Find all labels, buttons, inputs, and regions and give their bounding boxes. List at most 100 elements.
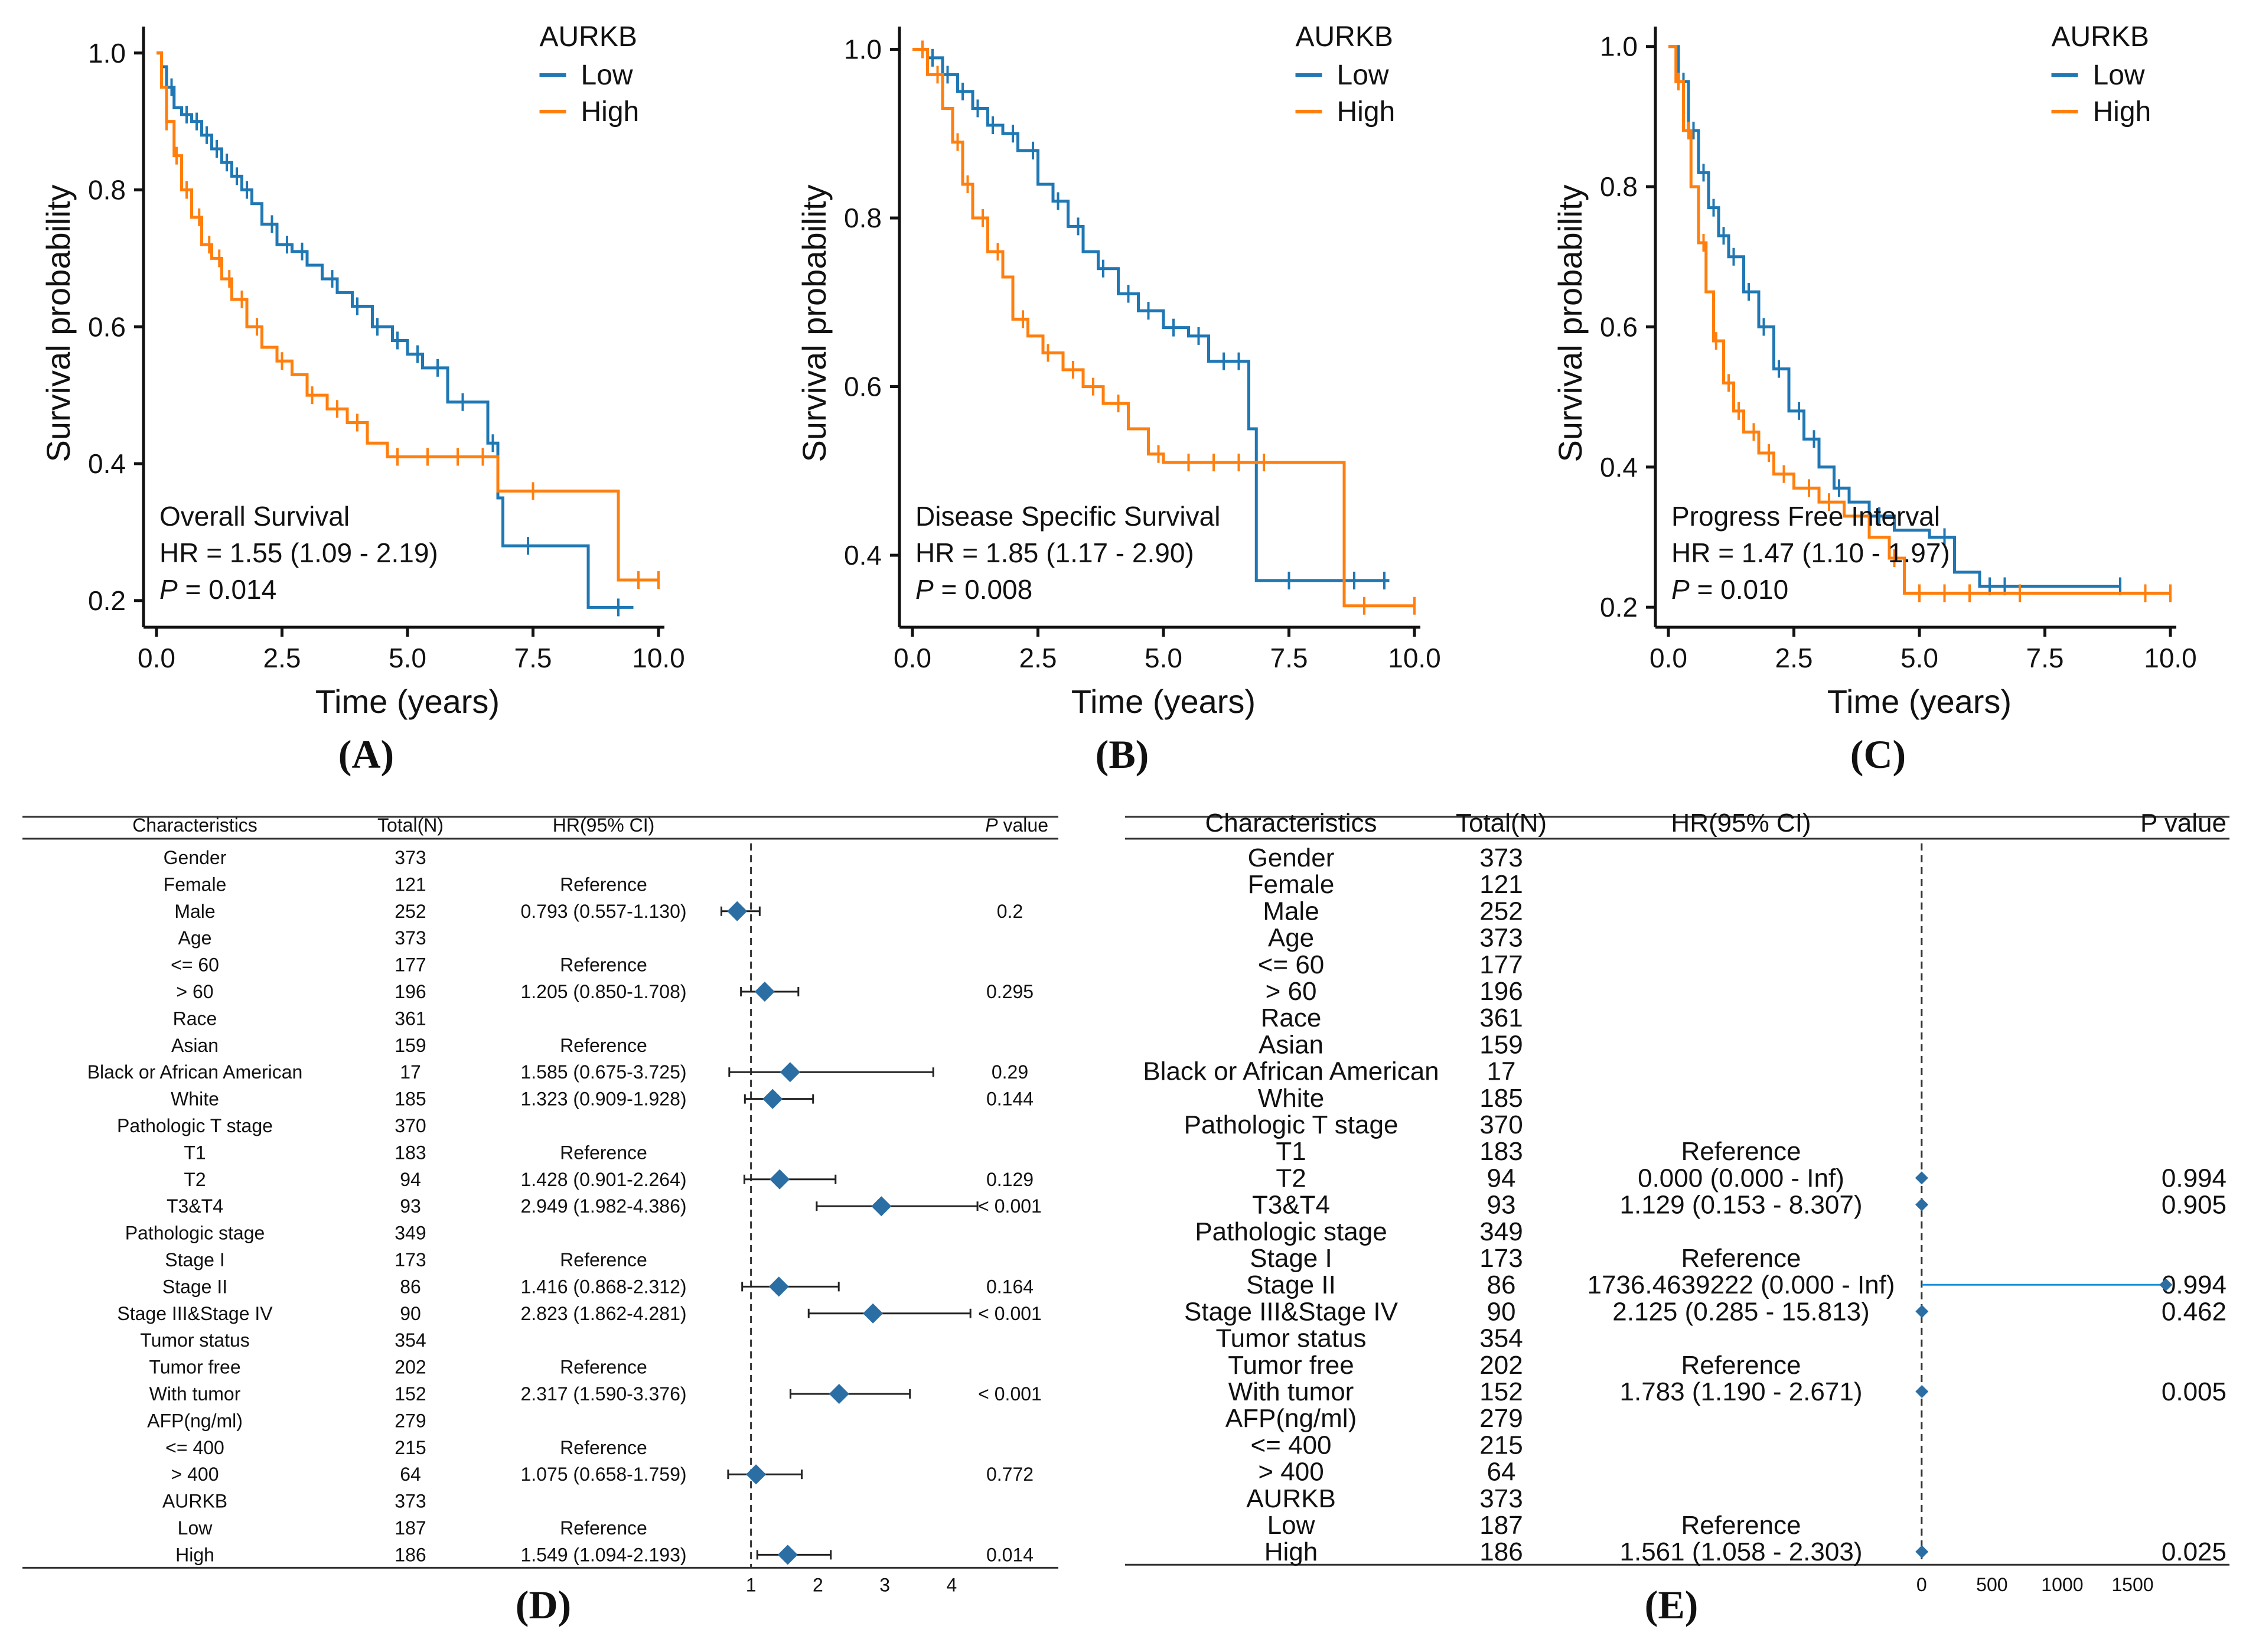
y-tick-label: 0.4 [88, 448, 126, 479]
row-label: Gender [1248, 843, 1335, 872]
row-hr: 1.585 (0.675-3.725) [520, 1061, 686, 1083]
row-label: Gender [164, 847, 227, 868]
row-total: 17 [400, 1061, 421, 1083]
row-total: 177 [1479, 950, 1523, 979]
legend-label-high: High [581, 96, 640, 128]
hr-marker [727, 901, 748, 921]
row-p-value: < 0.001 [978, 1303, 1042, 1324]
y-tick-label: 0.2 [88, 585, 126, 616]
row-total: 252 [395, 901, 426, 922]
annotation-p-value: P = 0.008 [915, 574, 1032, 605]
row-hr: Reference [560, 1142, 647, 1163]
row-total: 370 [395, 1115, 426, 1136]
row-total: 202 [1479, 1351, 1523, 1380]
row-hr: Reference [560, 954, 647, 976]
y-tick-label: 1.0 [844, 34, 882, 65]
row-total: 183 [395, 1142, 426, 1163]
x-tick-label: 0.0 [1650, 643, 1687, 673]
forest-x-tick-label: 500 [1976, 1574, 2007, 1595]
annotation-hr: HR = 1.85 (1.17 - 2.90) [915, 537, 1194, 568]
x-axis-label: Time (years) [1071, 683, 1256, 720]
hr-marker [863, 1303, 884, 1324]
row-total: 373 [1479, 924, 1523, 953]
p-value-text: = 0.008 [934, 574, 1033, 605]
row-total: 361 [395, 1008, 426, 1029]
y-axis-label: Survival probability [796, 185, 833, 462]
forest-plot-multivariate: Characteristics Total(N) HR(95% CI) P value… [1125, 809, 2229, 1627]
legend-title: AURKB [1296, 21, 1393, 53]
panel-label: (E) [1645, 1582, 1699, 1627]
row-total: 93 [400, 1195, 421, 1217]
km-plot-progress-free-interval: 0.2 0.4 0.6 0.8 1.0 0.0 2.5 5.0 7.5 10.0 Time (yea… [1551, 21, 2197, 777]
row-total: 215 [1479, 1431, 1523, 1459]
row-total: 186 [395, 1544, 426, 1565]
forest-x-tick-label: 4 [946, 1574, 957, 1595]
x-tick-label: 0.0 [894, 643, 931, 673]
y-tick-label: 0.8 [844, 203, 882, 233]
x-tick-label: 10.0 [2144, 643, 2197, 673]
row-total: 349 [395, 1223, 426, 1244]
row-label: > 400 [171, 1464, 219, 1485]
row-label: T2 [1276, 1164, 1306, 1192]
legend-title: AURKB [540, 21, 637, 53]
row-hr: Reference [1681, 1137, 1801, 1166]
x-tick-label: 2.5 [1775, 643, 1813, 673]
row-label: AURKB [1246, 1484, 1336, 1513]
x-tick-label: 7.5 [514, 643, 552, 673]
forest-x-tick-label: 1000 [2041, 1574, 2083, 1595]
forest-x-tick-label: 3 [879, 1574, 890, 1595]
row-total: 93 [1487, 1191, 1516, 1220]
row-label: > 60 [1266, 977, 1317, 1006]
x-axis-label: Time (years) [315, 683, 500, 720]
row-p-value: < 0.001 [978, 1195, 1042, 1217]
row-total: 187 [1479, 1511, 1523, 1540]
row-p-value: 0.462 [2162, 1297, 2227, 1326]
header-hr: HR(95% CI) [553, 814, 654, 836]
row-hr: 2.125 (0.285 - 15.813) [1612, 1297, 1869, 1326]
row-p-value: 0.014 [986, 1544, 1034, 1565]
legend-label-low: Low [2093, 60, 2145, 91]
row-total: 173 [395, 1249, 426, 1270]
x-tick-label: 10.0 [1388, 643, 1441, 673]
header-total: Total(N) [1456, 809, 1547, 838]
row-p-value: 0.005 [2162, 1377, 2227, 1406]
row-total: 177 [395, 954, 426, 976]
row-label: Male [1263, 897, 1319, 926]
x-tick-label: 2.5 [1019, 643, 1057, 673]
row-label: Pathologic stage [1195, 1217, 1387, 1246]
km-plot-disease-specific-survival: 0.4 0.6 0.8 1.0 0.0 2.5 5.0 7.5 10.0 Time (years)… [796, 21, 1441, 777]
row-label: Asian [1259, 1030, 1324, 1059]
hr-marker [1915, 1545, 1929, 1559]
y-tick-label: 0.6 [844, 372, 882, 402]
row-label: White [1258, 1084, 1324, 1113]
hr-marker [768, 1276, 789, 1297]
row-p-value: 0.994 [2162, 1164, 2227, 1192]
row-hr: Reference [560, 1517, 647, 1539]
panel-label: (C) [1850, 732, 1906, 777]
x-tick-label: 5.0 [389, 643, 426, 673]
row-label: Pathologic stage [125, 1223, 265, 1244]
row-total: 86 [400, 1276, 421, 1297]
legend-title: AURKB [2052, 21, 2149, 53]
y-tick-label: 0.6 [88, 311, 126, 342]
x-tick-label: 10.0 [632, 643, 685, 673]
annotation-title: Disease Specific Survival [915, 501, 1220, 532]
row-hr: Reference [560, 874, 647, 895]
row-label: High [1264, 1537, 1318, 1566]
p-italic: P [985, 814, 998, 836]
p-header-text: P value [2140, 809, 2227, 838]
row-total: 183 [1479, 1137, 1523, 1166]
row-label: Asian [171, 1035, 219, 1056]
row-label: AFP(ng/ml) [147, 1410, 243, 1431]
annotation-title: Overall Survival [159, 501, 350, 532]
row-p-value: 0.905 [2162, 1191, 2227, 1220]
panel-label: (A) [338, 732, 394, 777]
header-total: Total(N) [377, 814, 444, 836]
x-tick-label: 2.5 [263, 643, 301, 673]
row-total: 173 [1479, 1244, 1523, 1273]
y-axis-label: Survival probability [1551, 185, 1589, 462]
x-tick-label: 5.0 [1145, 643, 1182, 673]
y-tick-label: 0.6 [1600, 311, 1638, 342]
row-label: With tumor [149, 1383, 241, 1405]
p-value-text: = 0.014 [178, 574, 277, 605]
